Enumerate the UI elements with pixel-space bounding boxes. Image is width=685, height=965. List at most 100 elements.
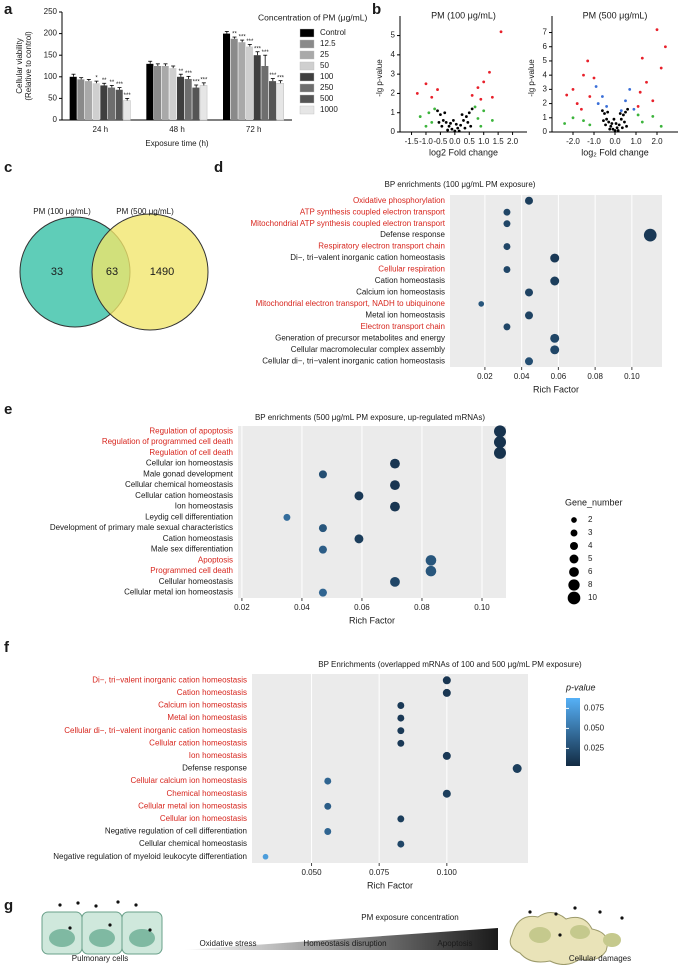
size-legend-label: 8 [588, 580, 593, 589]
point [464, 115, 468, 118]
enrichment-dot [442, 751, 451, 760]
legend-swatch [299, 61, 315, 71]
point [430, 120, 434, 124]
point [605, 117, 608, 121]
bar [85, 81, 93, 120]
bar [230, 38, 238, 121]
point [613, 129, 617, 132]
point [490, 95, 494, 99]
x-axis-label: log2 Fold change [429, 147, 498, 157]
x-axis-label: Rich Factor [533, 384, 579, 394]
category-label: Metal ion homeostasis [167, 713, 247, 722]
size-legend-label: 10 [588, 593, 597, 602]
point [608, 127, 612, 131]
point [488, 70, 491, 74]
enrichment-dot [493, 446, 506, 459]
category-label: Cellular cation homeostasis [149, 738, 247, 747]
enrichment-dot [354, 491, 364, 501]
y-axis-label: Cellular viability [15, 38, 24, 94]
legend-swatch [299, 50, 315, 60]
category-label: Defense response [380, 230, 445, 239]
point [640, 120, 644, 124]
category-label: Electron transport chain [361, 322, 446, 331]
category-label: Leydig cell differentiation [145, 512, 233, 521]
point [624, 99, 627, 103]
significance: *** [185, 71, 193, 77]
category-label: Mitochondrial ATP synthesis coupled elec… [251, 219, 446, 228]
panel-label: c [4, 159, 12, 176]
point [651, 99, 655, 103]
significance: *** [116, 82, 124, 88]
legend-swatch [299, 72, 315, 82]
x-axis-label: Rich Factor [367, 880, 413, 890]
point [628, 87, 632, 91]
x-tick-label: -1.0 [419, 137, 433, 146]
enrichment-dot [503, 243, 511, 251]
category-label: Cellular metal ion homeostasis [138, 801, 247, 810]
point [424, 82, 428, 86]
point [596, 102, 600, 105]
point [615, 126, 619, 130]
enrichment-dot [442, 789, 451, 798]
point [456, 126, 460, 130]
category-label: Calcium ion homeostasis [356, 288, 445, 297]
point [592, 76, 596, 80]
category-label: Cellular ion homeostasis [160, 814, 247, 823]
size-legend-dot [570, 529, 578, 537]
category-label: Oxidative phosphorylation [353, 196, 445, 205]
size-legend-dot [571, 517, 577, 523]
point [582, 73, 585, 77]
x-tick-label: 1.0 [630, 137, 642, 146]
bar [246, 46, 254, 121]
point [607, 120, 611, 124]
enrichment-dot [503, 220, 511, 228]
bar [223, 33, 231, 120]
point [462, 119, 465, 122]
y-tick-label: 3 [391, 69, 396, 78]
point [565, 93, 569, 97]
legend-swatch [299, 28, 315, 38]
legend-label: 100 [320, 72, 334, 81]
bar [146, 63, 154, 120]
enrichment-dot [324, 802, 332, 810]
bar [269, 81, 277, 120]
x-tick-label: 2.0 [651, 137, 663, 146]
enrichment-dot [550, 276, 560, 286]
point [588, 95, 592, 98]
category-label: Cellular di−, tri−valent inorganic catio… [64, 726, 247, 735]
x-tick-label: 0.050 [302, 868, 323, 877]
enrichment-dot [425, 565, 437, 577]
category-label: Apoptosis [198, 555, 233, 564]
size-legend-label: 3 [588, 528, 593, 537]
bar [123, 100, 131, 121]
point [601, 95, 604, 98]
enrichment-dot [397, 815, 405, 823]
point [482, 109, 486, 113]
category-label: Regulation of apoptosis [149, 426, 233, 435]
y-tick-label: 200 [44, 29, 58, 38]
enrichment-dot [643, 228, 657, 242]
venn-count: 63 [106, 266, 118, 278]
x-tick-label: 1.5 [493, 137, 505, 146]
x-tick-label: 72 h [246, 125, 262, 134]
bar [192, 87, 200, 120]
x-tick-label: -1.0 [587, 137, 601, 146]
point [453, 129, 457, 133]
point [655, 28, 659, 32]
point [636, 105, 640, 108]
category-label: Cation homeostasis [375, 276, 445, 285]
enrichment-dot [262, 853, 269, 860]
bar [108, 87, 116, 120]
category-label: Di−, tri−valent inorganic cation homeost… [290, 253, 445, 262]
enrichment-dot [493, 436, 506, 449]
enrichment-dot [442, 676, 451, 685]
bar [169, 68, 177, 120]
enrichment-dot [524, 357, 533, 366]
point [640, 56, 644, 60]
point [449, 121, 452, 125]
point [470, 107, 474, 111]
point [611, 127, 615, 131]
arrow-label: PM exposure concentration [361, 913, 458, 922]
